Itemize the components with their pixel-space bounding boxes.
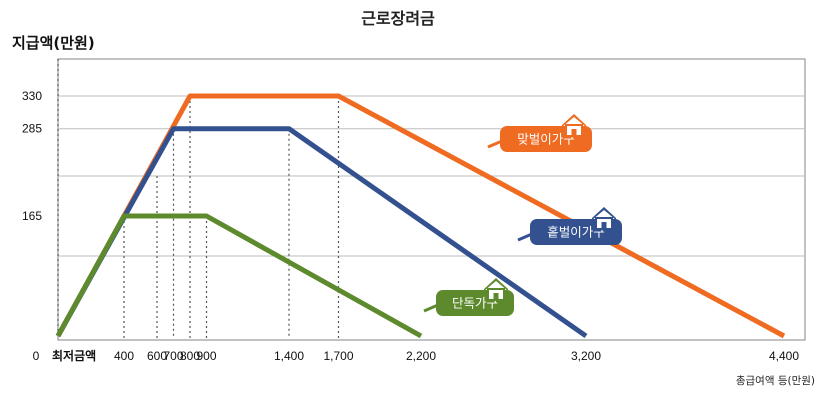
x-tick-label: 700 — [163, 349, 183, 363]
x-floor-label: 최저금액 — [52, 348, 96, 363]
series-line — [55, 213, 423, 339]
x-tick-label: 1,400 — [274, 349, 304, 363]
house-door — [571, 129, 577, 136]
badge-pointer — [517, 232, 533, 242]
house-door — [493, 293, 499, 300]
x-axis-label: 총급여액 등(만원) — [736, 375, 815, 387]
x-tick-label: 400 — [114, 349, 134, 363]
x-tick-label: 4,400 — [769, 349, 799, 363]
chart-title: 근로장려금 — [361, 9, 435, 28]
x-tick-label: 600 — [147, 349, 167, 363]
x-tick-label: 900 — [196, 349, 216, 363]
legend-label: 단독가구 — [452, 296, 498, 311]
y-tick-label: 330 — [22, 89, 42, 103]
house-roof — [484, 278, 508, 291]
x-tick-label: 3,200 — [571, 349, 601, 363]
y-tick-label: 165 — [22, 209, 42, 223]
house-icon — [562, 114, 586, 137]
x-tick-label: 1,700 — [323, 349, 353, 363]
house-roof — [592, 207, 616, 220]
legend-badge: 홑벌이가구 — [517, 207, 622, 245]
legend-badge: 단독가구 — [423, 278, 514, 316]
house-icon — [592, 207, 616, 230]
house-door — [601, 222, 607, 229]
legend-label: 맞벌이가구 — [517, 132, 575, 147]
y-tick-label: 285 — [22, 122, 42, 136]
house-icon — [484, 278, 508, 301]
legend-label: 홑벌이가구 — [547, 225, 605, 240]
x-tick-label: 800 — [180, 349, 200, 363]
badge-pointer — [487, 139, 503, 149]
house-roof — [562, 114, 586, 127]
x-tick-label: 2,200 — [406, 349, 436, 363]
y-axis-label: 지급액(만원) — [12, 34, 95, 52]
plot-area — [57, 58, 806, 341]
badge-pointer — [423, 303, 439, 313]
legend-badge: 맞벌이가구 — [487, 114, 592, 152]
x-tick-label: 0 — [33, 349, 40, 363]
